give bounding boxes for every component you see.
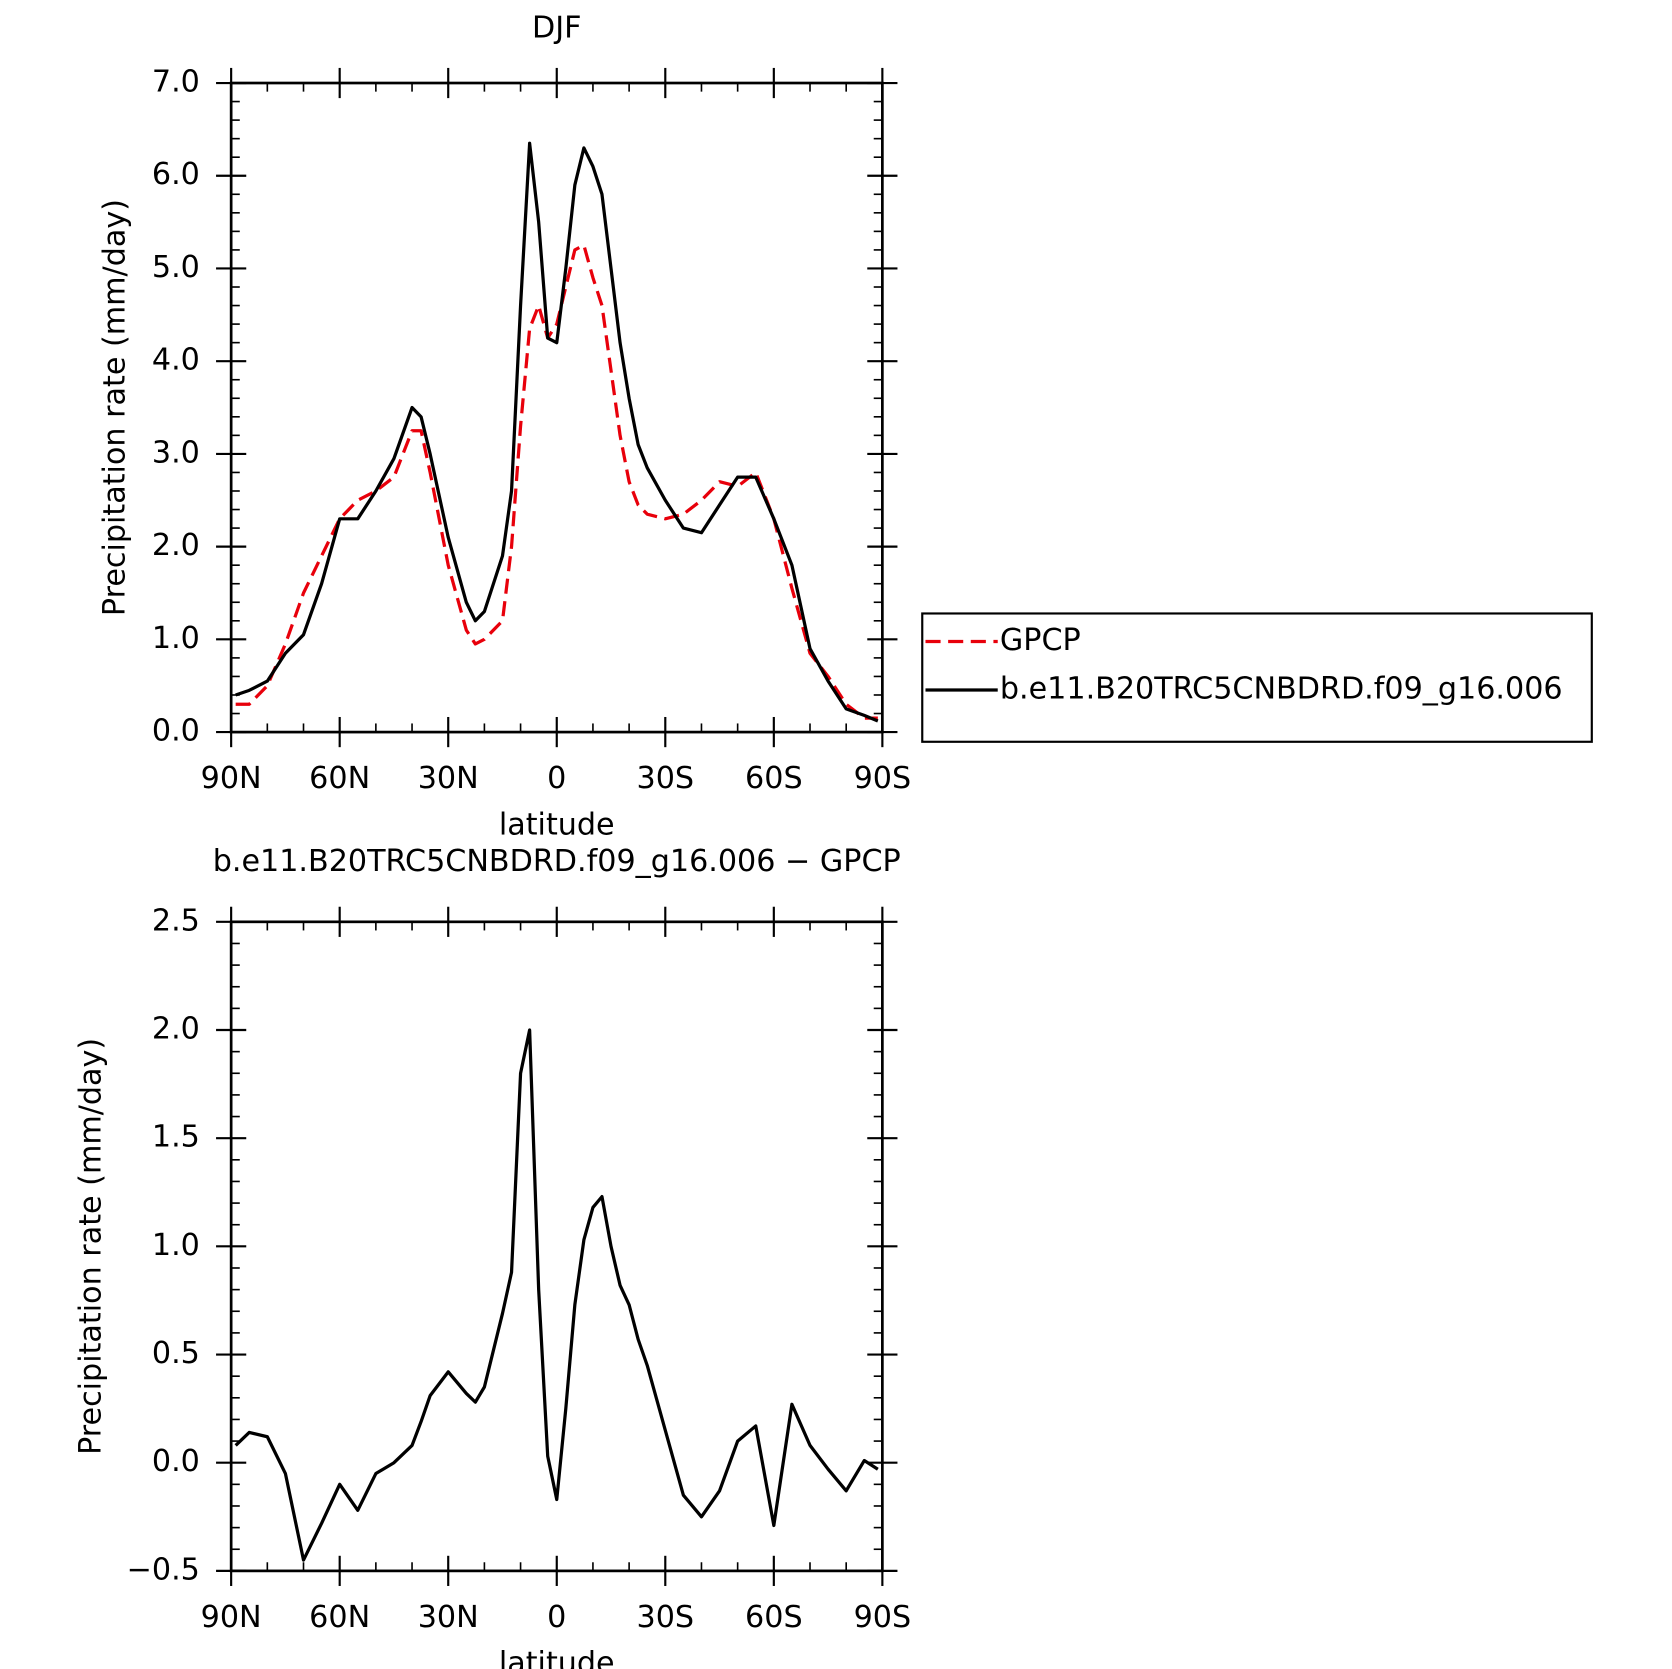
- chart-title: DJF: [532, 11, 582, 46]
- x-tick-label: 30S: [637, 761, 695, 796]
- plot-frame: [229, 81, 884, 734]
- x-tick-label: 60S: [745, 1600, 803, 1635]
- legend-label: b.e11.B20TRC5CNBDRD.f09_g16.006: [1000, 672, 1563, 707]
- plot-frame: [229, 920, 884, 1573]
- y-axis-label: Precipitation rate (mm/day): [97, 199, 132, 616]
- x-tick-label: 90S: [854, 1600, 912, 1635]
- y-tick-label: 1.0: [152, 1228, 200, 1263]
- y-axis-label: Precipitation rate (mm/day): [74, 1038, 109, 1455]
- y-tick-label: 2.5: [152, 903, 200, 938]
- x-tick-label: 30N: [418, 761, 479, 796]
- x-axis-label: latitude: [499, 807, 615, 842]
- data-line: [234, 1028, 879, 1562]
- chart-title: b.e11.B20TRC5CNBDRD.f09_g16.006 − GPCP: [213, 844, 901, 879]
- y-tick-label: 7.0: [152, 65, 200, 100]
- y-tick-label: 4.0: [152, 343, 200, 378]
- x-tick-label: 0: [547, 761, 566, 796]
- y-tick-label: 3.0: [152, 435, 200, 470]
- y-tick-label: 0.0: [152, 714, 200, 749]
- x-tick-label: 90N: [201, 1600, 262, 1635]
- x-tick-label: 30N: [418, 1600, 479, 1635]
- y-tick-label: 5.0: [152, 250, 200, 285]
- x-tick-label: 90N: [201, 761, 262, 796]
- y-tick-label: 0.0: [152, 1444, 200, 1479]
- y-tick-label: −0.5: [127, 1552, 200, 1587]
- data-line: [235, 141, 879, 723]
- x-axis-label: latitude: [499, 1646, 615, 1669]
- y-tick-label: 2.0: [152, 528, 200, 563]
- x-tick-label: 30S: [637, 1600, 695, 1635]
- y-tick-label: 1.0: [152, 621, 200, 656]
- x-tick-label: 60N: [309, 761, 370, 796]
- y-tick-label: 2.0: [152, 1012, 200, 1047]
- y-tick-label: 1.5: [152, 1120, 200, 1155]
- y-tick-label: 6.0: [152, 157, 200, 192]
- legend-label: GPCP: [1000, 623, 1081, 658]
- y-tick-label: 0.5: [152, 1336, 200, 1371]
- x-tick-label: 0: [547, 1600, 566, 1635]
- x-tick-label: 60S: [745, 761, 803, 796]
- legend-box: [921, 612, 1593, 743]
- data-line: [235, 243, 878, 720]
- x-tick-label: 90S: [854, 761, 912, 796]
- x-tick-label: 60N: [309, 1600, 370, 1635]
